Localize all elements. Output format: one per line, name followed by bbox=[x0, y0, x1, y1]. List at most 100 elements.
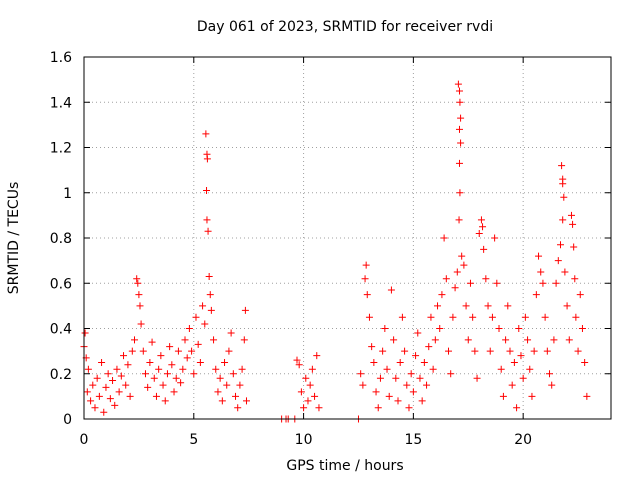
data-point bbox=[560, 193, 568, 201]
data-point bbox=[479, 223, 487, 231]
data-point bbox=[559, 216, 567, 224]
data-point bbox=[567, 211, 575, 219]
data-point bbox=[363, 291, 371, 299]
data-point bbox=[240, 336, 248, 344]
data-point bbox=[528, 392, 536, 400]
data-point bbox=[519, 374, 527, 382]
data-point bbox=[304, 397, 312, 405]
data-point bbox=[548, 381, 556, 389]
data-point bbox=[104, 370, 112, 378]
data-point bbox=[205, 272, 213, 280]
y-tick-label: 0.8 bbox=[50, 231, 72, 247]
data-point bbox=[429, 365, 437, 373]
data-point bbox=[541, 313, 549, 321]
data-point bbox=[484, 302, 492, 310]
x-tick-label: 0 bbox=[80, 432, 89, 448]
data-point bbox=[561, 268, 569, 276]
data-point bbox=[311, 392, 319, 400]
data-point bbox=[218, 397, 226, 405]
data-point bbox=[460, 261, 468, 269]
data-point bbox=[420, 358, 428, 366]
data-point bbox=[293, 356, 301, 364]
data-point bbox=[93, 374, 101, 382]
data-point bbox=[565, 336, 573, 344]
data-point bbox=[572, 313, 580, 321]
data-point bbox=[532, 291, 540, 299]
data-point bbox=[462, 302, 470, 310]
data-point bbox=[491, 234, 499, 242]
data-point bbox=[409, 388, 417, 396]
data-point bbox=[455, 125, 463, 133]
data-point bbox=[434, 302, 442, 310]
data-point bbox=[126, 392, 134, 400]
data-point bbox=[170, 388, 178, 396]
data-point bbox=[390, 336, 398, 344]
data-point bbox=[502, 336, 510, 344]
data-point bbox=[379, 347, 387, 355]
data-point bbox=[427, 313, 435, 321]
data-point bbox=[457, 139, 465, 147]
data-point bbox=[136, 302, 144, 310]
data-point bbox=[440, 234, 448, 242]
data-point bbox=[416, 374, 424, 382]
data-point bbox=[362, 261, 370, 269]
data-point bbox=[100, 408, 108, 416]
data-point bbox=[374, 404, 382, 412]
data-point bbox=[535, 252, 543, 260]
data-point bbox=[471, 347, 479, 355]
data-point bbox=[161, 397, 169, 405]
data-point bbox=[106, 395, 114, 403]
data-point bbox=[81, 329, 89, 337]
data-point bbox=[144, 383, 152, 391]
data-point bbox=[370, 358, 378, 366]
data-point bbox=[308, 365, 316, 373]
data-point bbox=[442, 275, 450, 283]
data-point bbox=[524, 336, 532, 344]
data-point bbox=[469, 313, 477, 321]
data-point bbox=[398, 313, 406, 321]
data-point bbox=[508, 381, 516, 389]
data-point bbox=[392, 374, 400, 382]
data-point bbox=[550, 336, 558, 344]
data-point bbox=[234, 404, 242, 412]
data-point bbox=[425, 343, 433, 351]
data-point bbox=[559, 180, 567, 188]
data-point bbox=[387, 286, 395, 294]
data-point bbox=[297, 388, 305, 396]
data-point bbox=[466, 279, 474, 287]
data-point bbox=[517, 352, 525, 360]
data-point bbox=[464, 336, 472, 344]
data-point bbox=[403, 381, 411, 389]
data-point bbox=[148, 338, 156, 346]
data-point bbox=[497, 365, 505, 373]
data-point bbox=[212, 365, 220, 373]
data-point bbox=[137, 320, 145, 328]
data-point bbox=[146, 358, 154, 366]
data-point bbox=[510, 358, 518, 366]
data-point bbox=[98, 358, 106, 366]
data-point bbox=[194, 340, 202, 348]
data-point bbox=[552, 279, 560, 287]
data-point bbox=[513, 404, 521, 412]
data-point bbox=[236, 381, 244, 389]
data-point bbox=[214, 388, 222, 396]
y-tick-label: 0.2 bbox=[50, 367, 72, 383]
axis-ticks: 0 0.2 0.4 0.6 0.8 1 1.2 1.4 1.6 0 5 10 15 20 bbox=[50, 50, 611, 448]
data-point bbox=[495, 325, 503, 332]
data-point bbox=[482, 275, 490, 283]
data-point bbox=[578, 325, 586, 332]
data-point bbox=[454, 80, 462, 88]
data-point bbox=[569, 220, 577, 228]
data-point bbox=[155, 365, 163, 373]
data-point bbox=[506, 347, 514, 355]
data-point bbox=[480, 245, 488, 253]
data-point bbox=[396, 358, 404, 366]
data-point bbox=[475, 229, 483, 237]
data-point bbox=[201, 320, 209, 328]
data-point bbox=[295, 361, 303, 369]
data-point bbox=[451, 284, 459, 292]
data-point bbox=[445, 347, 453, 355]
x-axis-label: GPS time / hours bbox=[286, 458, 403, 474]
data-point bbox=[204, 227, 212, 235]
